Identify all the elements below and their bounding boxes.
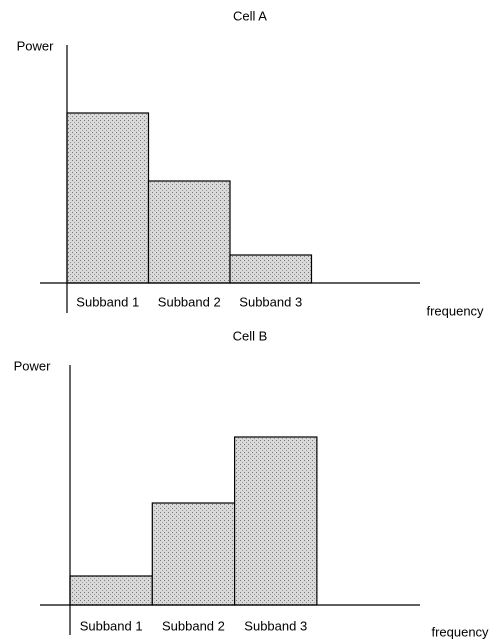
x-tick-label: Subband 1	[76, 294, 139, 309]
bar-stipple	[229, 254, 313, 284]
x-tick-label: Subband 1	[80, 618, 143, 633]
x-tick-label: Subband 2	[158, 294, 221, 309]
bar-stipple	[151, 502, 236, 606]
chart-title: Cell B	[233, 328, 268, 343]
x-tick-label: Subband 2	[162, 618, 225, 633]
y-axis-label: Power	[17, 38, 55, 53]
x-axis-label: frequency	[426, 303, 484, 318]
bar-stipple	[147, 180, 231, 284]
x-axis-label: frequency	[431, 624, 489, 639]
chart-title: Cell A	[233, 8, 267, 23]
bar-stipple	[66, 112, 150, 284]
y-axis-label: Power	[14, 358, 52, 373]
x-tick-label: Subband 3	[244, 618, 307, 633]
bar-stipple	[69, 575, 153, 606]
bar-stipple	[234, 436, 318, 606]
x-tick-label: Subband 3	[239, 294, 302, 309]
